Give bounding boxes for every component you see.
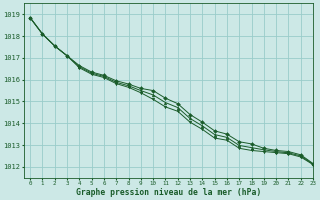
X-axis label: Graphe pression niveau de la mer (hPa): Graphe pression niveau de la mer (hPa) [76, 188, 261, 197]
